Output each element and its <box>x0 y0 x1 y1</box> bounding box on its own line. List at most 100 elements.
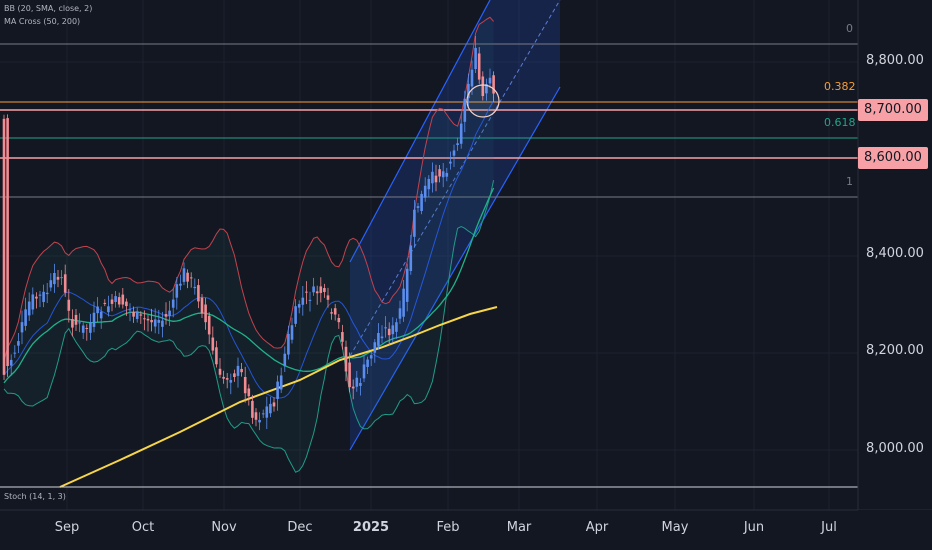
candle-body <box>391 325 395 335</box>
candle-body <box>265 406 269 418</box>
candle-body <box>319 286 323 293</box>
candle-body <box>351 386 355 389</box>
time-label-dec: Dec <box>287 520 313 535</box>
candlestick-series <box>2 35 495 431</box>
channel-median-line[interactable] <box>349 0 561 357</box>
candle-body <box>459 123 463 144</box>
candle-body <box>326 295 330 300</box>
candle-body <box>20 322 24 333</box>
candle-body <box>229 380 233 383</box>
candle-body <box>438 169 441 177</box>
candle-body <box>287 333 290 355</box>
candle-body <box>168 310 171 316</box>
candle-body <box>377 333 380 346</box>
ma-legend[interactable]: MA Cross (50, 200) <box>4 17 81 26</box>
price-axis-label-8200: 8,200.00 <box>866 343 924 358</box>
highlight-circle[interactable] <box>466 84 500 118</box>
candle-body <box>279 375 283 390</box>
candle-body <box>413 209 416 237</box>
candle-body <box>186 272 189 282</box>
candle-body <box>243 377 247 394</box>
time-label-may: May <box>661 520 689 535</box>
candle-body <box>81 325 85 333</box>
price-badge-8700[interactable]: 8,700.00 <box>858 99 928 121</box>
candle-body <box>344 346 348 372</box>
price-axis-label-8400: 8,400.00 <box>866 246 924 261</box>
candle-body <box>233 373 236 378</box>
candle-body <box>110 299 114 304</box>
candle-body <box>423 185 427 198</box>
price-badge-8600[interactable]: 8,600.00 <box>858 147 928 169</box>
candle-body <box>157 319 161 323</box>
candle-body <box>17 341 20 346</box>
candle-body <box>45 292 49 295</box>
candle-body <box>420 193 423 211</box>
candle-body <box>143 318 146 320</box>
candle-body <box>315 291 319 294</box>
candle-body <box>409 245 413 271</box>
candle-body <box>405 268 409 302</box>
candle-body <box>153 319 157 327</box>
stoch-legend[interactable]: Stoch (14, 1, 3) <box>4 492 66 501</box>
time-label-oct: Oct <box>131 520 155 535</box>
candle-body <box>387 328 391 336</box>
candle-body <box>441 171 445 178</box>
fibonacci-retracement[interactable] <box>0 43 858 198</box>
candle-body <box>434 175 438 183</box>
candle-body <box>301 297 305 305</box>
price-axis-label-8800: 8,800.00 <box>866 53 924 68</box>
candle-body <box>308 299 312 301</box>
candle-body <box>24 309 27 326</box>
candle-body <box>398 308 402 319</box>
candle-body <box>258 419 261 423</box>
candle-body <box>63 274 67 293</box>
candle-body <box>146 318 150 321</box>
candle-body <box>355 377 359 387</box>
candle-body <box>67 299 71 311</box>
candle-body <box>204 304 207 323</box>
candle-body <box>283 353 287 367</box>
candle-body <box>6 118 9 367</box>
candle-body <box>182 268 186 282</box>
candle-body <box>222 376 225 379</box>
candle-body <box>211 337 215 351</box>
candle-body <box>128 309 132 311</box>
candle-body <box>53 273 56 285</box>
candle-body <box>445 172 449 177</box>
candle-body <box>384 327 387 329</box>
candle-body <box>189 277 193 279</box>
candle-body <box>366 359 369 367</box>
candle-body <box>225 378 229 380</box>
candle-body <box>207 315 211 335</box>
candle-body <box>13 352 17 354</box>
candle-body <box>135 311 139 319</box>
candle-body <box>323 288 326 292</box>
channel-fill <box>350 0 560 450</box>
candle-body <box>164 314 168 317</box>
candle-body <box>197 285 200 302</box>
candle-body <box>276 381 279 399</box>
axis-corner <box>858 510 932 550</box>
candle-body <box>481 76 485 97</box>
candle-body <box>251 400 254 418</box>
candle-body <box>96 306 99 314</box>
candle-body <box>294 306 297 324</box>
time-label-jul: Jul <box>821 520 837 535</box>
candle-body <box>369 355 373 359</box>
candle-body <box>269 403 272 414</box>
candle-body <box>348 362 351 388</box>
candle-body <box>78 322 81 324</box>
candle-body <box>35 296 38 299</box>
candle-body <box>485 84 488 94</box>
fib-label-0: 0 <box>846 22 853 35</box>
candle-body <box>467 83 470 99</box>
candle-body <box>132 311 135 317</box>
candle-body <box>341 332 344 342</box>
channel-lower-line[interactable] <box>349 86 561 451</box>
candle-body <box>470 69 474 87</box>
candle-body <box>474 47 477 70</box>
bb-legend[interactable]: BB (20, SMA, close, 2) <box>4 4 93 13</box>
bb-lower-line <box>3 180 495 473</box>
candle-body <box>456 143 459 146</box>
